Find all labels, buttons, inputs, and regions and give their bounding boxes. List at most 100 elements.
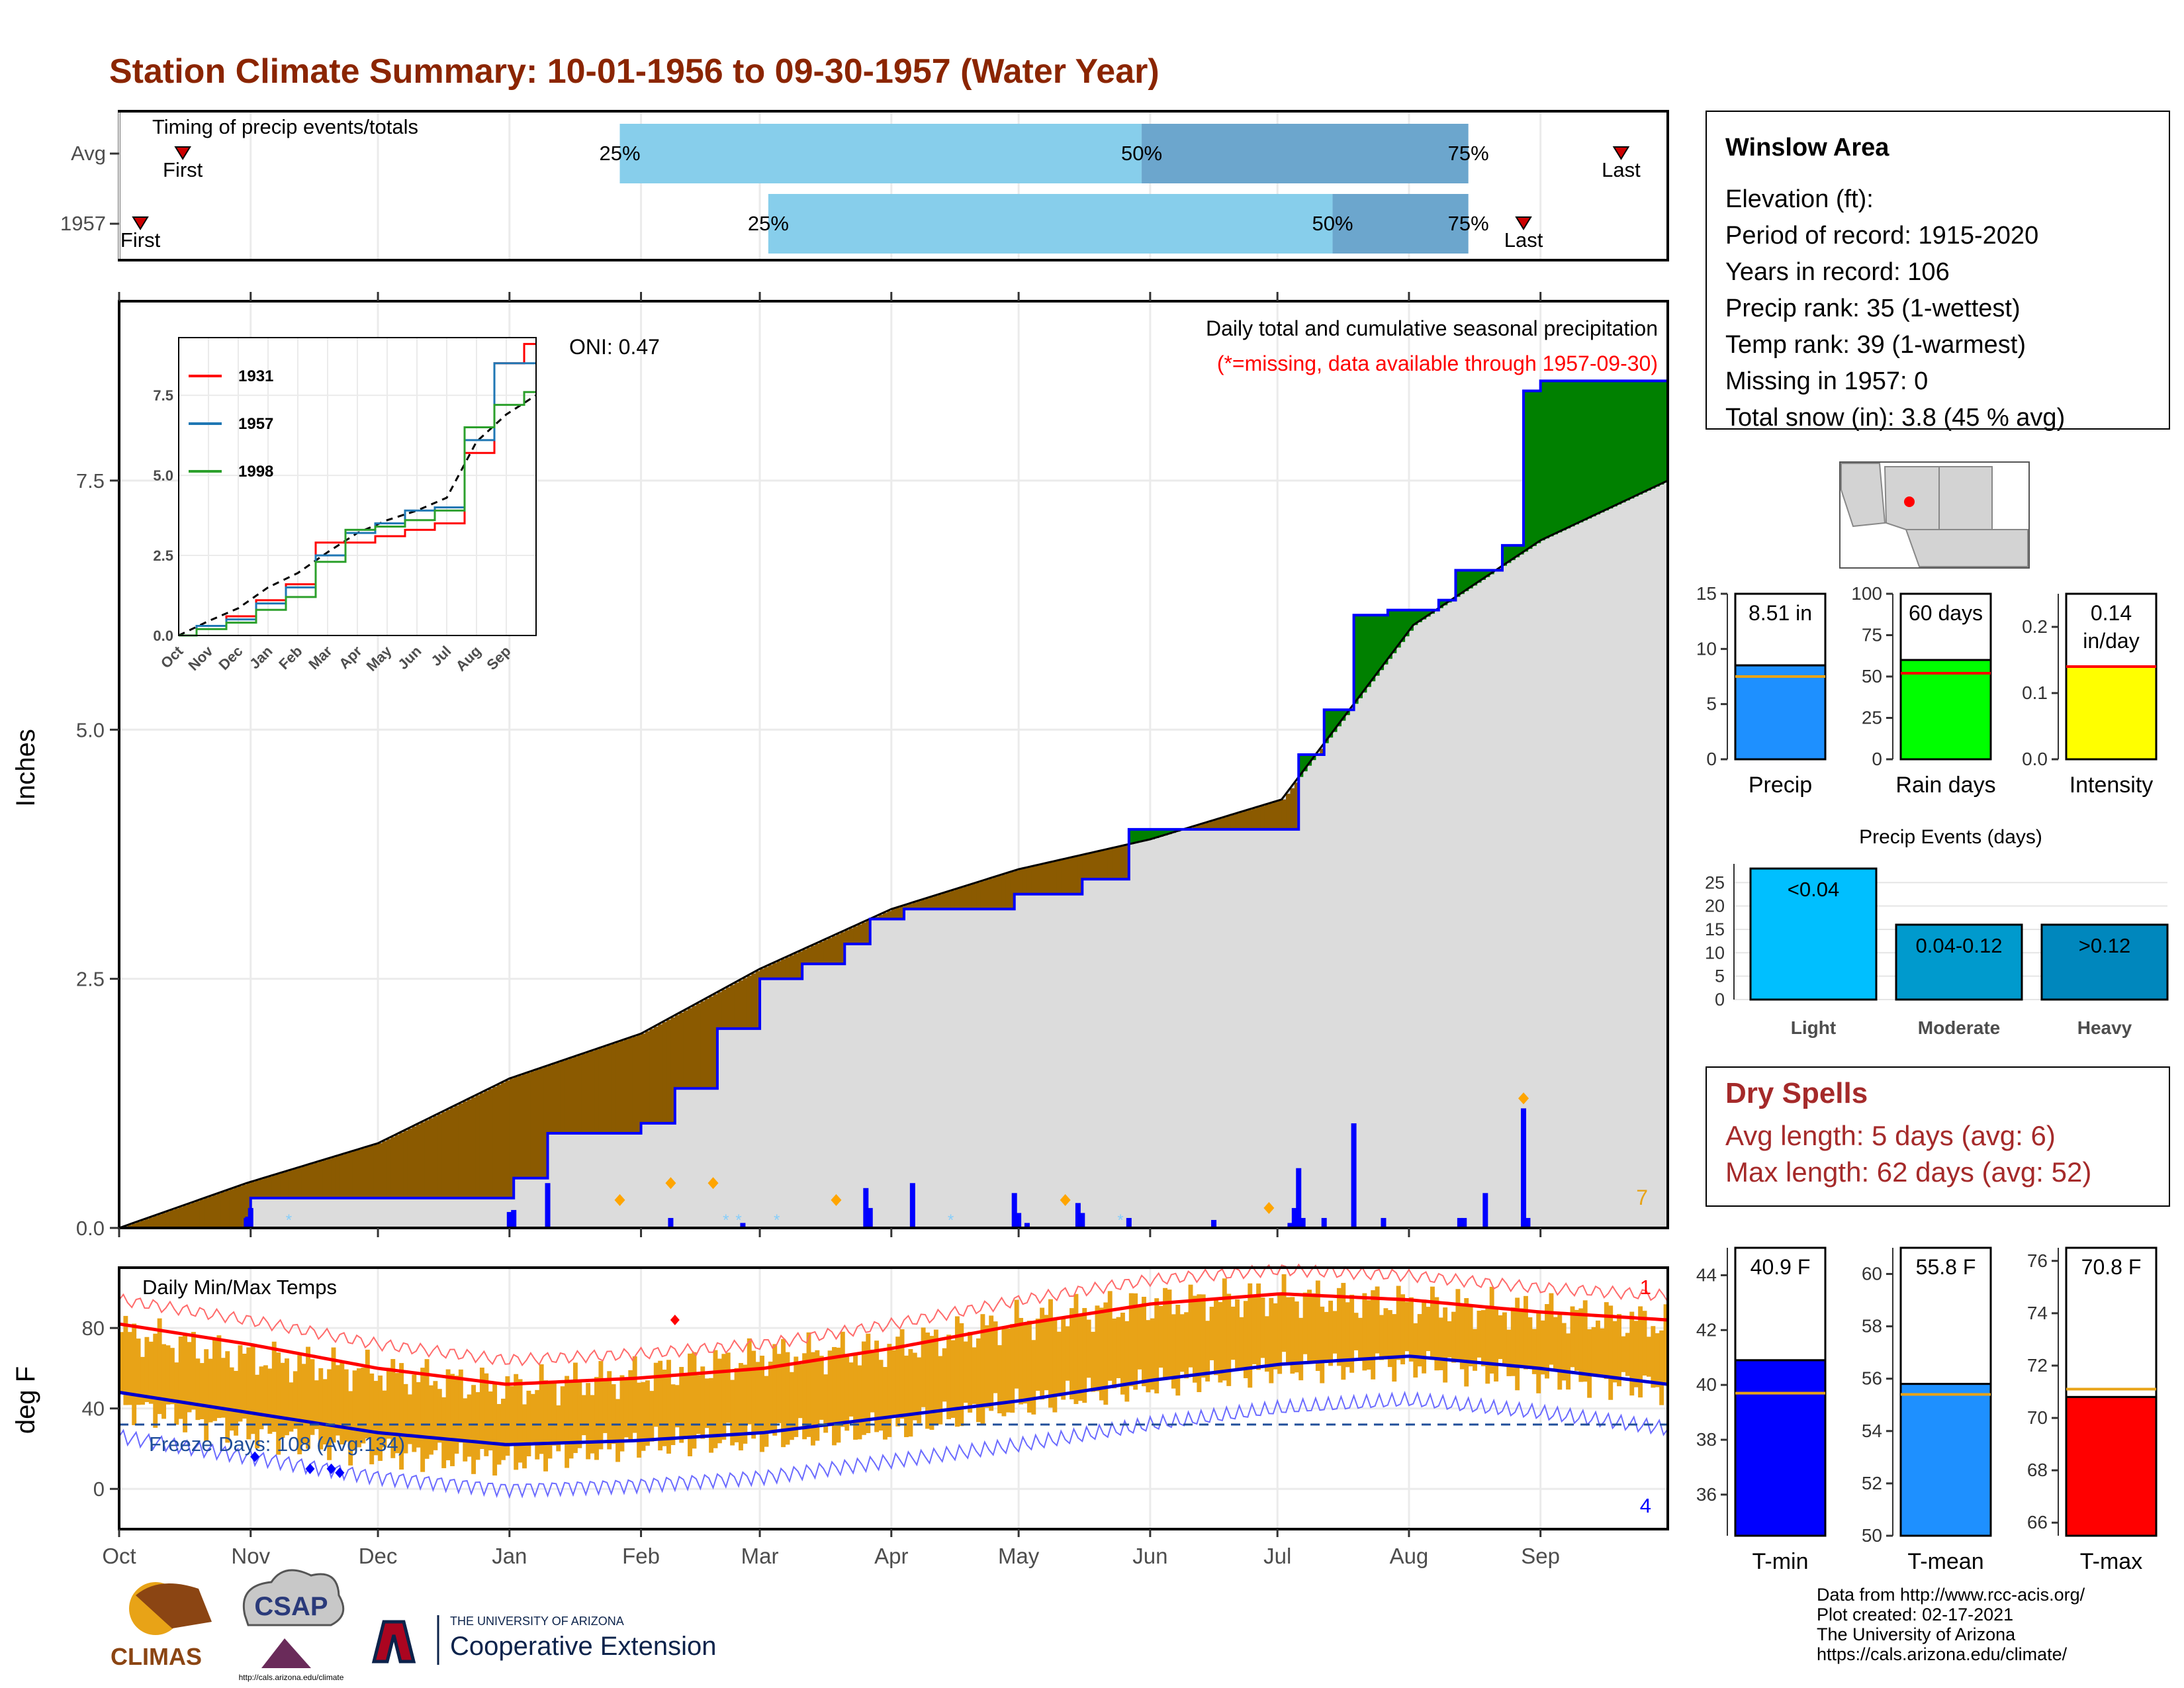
above-normal-segment [1328,710,1334,738]
climas-emblem-shape [136,1583,212,1628]
below-normal-segment [399,1133,404,1198]
below-normal-segment [543,1066,549,1178]
above-normal-segment [1358,615,1363,698]
daily-temp-range-bar [641,1382,646,1451]
mini-bar-label-box [2065,592,2158,668]
daily-temp-range-bar [289,1382,294,1432]
daily-temp-range-bar [1455,1289,1461,1362]
daily-precip-bar [1291,1207,1297,1228]
below-normal-segment [492,1086,498,1198]
daily-temp-range-bar [891,1350,896,1415]
daily-temp-range-bar [857,1365,862,1440]
above-normal-segment [1485,570,1490,577]
daily-temp-range-bar [929,1336,934,1430]
csap-wordmark: CSAP [254,1592,328,1621]
above-normal-segment [1515,545,1520,557]
below-normal-segment [878,915,884,919]
below-normal-segment [861,922,866,944]
above-normal-segment [1625,381,1630,501]
daily-temp-range-bar [1014,1299,1019,1389]
daily-temp-range-bar [1243,1301,1248,1378]
below-normal-segment [739,980,744,1029]
temp-summary-bars: 36 38 40 42 44 40.9 F T-min 50 52 54 56 58 60 55.8 F T… [1696,1246,2158,1574]
below-normal-segment [760,968,765,979]
above-normal-segment [1438,600,1443,608]
mini-bar-label-box [2065,1246,2158,1398]
daily-temp-range-bar [1256,1283,1261,1370]
below-normal-segment [445,1109,451,1198]
daily-temp-range-bar [123,1315,128,1405]
daily-temp-range-bar [204,1349,209,1441]
below-normal-segment [352,1150,357,1198]
daily-temp-range-bar [1205,1321,1210,1382]
below-normal-segment [713,994,718,1089]
daily-temp-range-bar [1336,1288,1342,1366]
daily-temp-range-bar [140,1356,145,1405]
events-bar [1895,923,2023,1001]
daily-temp-range-bar [1540,1320,1545,1375]
events-ytick-label: 15 [1705,919,1725,939]
timing-bar-q50-q75 [1332,194,1469,254]
daily-temp-range-bar [1065,1326,1070,1381]
daily-temp-range-bar [1489,1286,1494,1374]
mini-ytick-label: 38 [1696,1429,1717,1450]
precip-events-chart: 0 5 10 15 20 25 Precip Events (days) <0.04 Light… [1705,826,2169,1038]
daily-temp-range-bar [1286,1297,1291,1365]
below-normal-segment [840,932,845,964]
below-normal-segment [832,936,837,964]
above-normal-segment [1417,610,1422,622]
daily-temp-range-bar [1434,1297,1439,1371]
csap-mountain-icon [261,1638,311,1668]
daily-temp-range-bar [670,1384,676,1446]
below-normal-segment [416,1124,421,1198]
daily-temp-range-bar [183,1335,188,1432]
below-normal-segment [1251,808,1257,829]
avg-tmin-line [118,1354,1668,1446]
event-marker-icon [1060,1194,1071,1206]
daily-temp-range-bar [1150,1318,1155,1390]
daily-temp-range-bar [1294,1301,1299,1373]
mini-ytick-label: 70 [2027,1407,2048,1428]
below-normal-segment [496,1084,502,1198]
station-line: Missing in 1957: 0 [1725,367,1928,395]
below-normal-segment [743,978,748,1029]
daily-temp-range-bar [1621,1336,1626,1372]
above-normal-segment [1332,710,1338,732]
below-normal-segment [386,1139,391,1198]
above-normal-segment [1413,610,1418,626]
daily-temp-range-bar [628,1370,633,1442]
daily-temp-range-bar [1646,1336,1651,1377]
daily-temp-range-bar [488,1391,493,1451]
above-normal-segment [1137,829,1142,843]
daily-temp-range-bar [819,1356,824,1420]
daily-temp-range-bar [1536,1311,1541,1393]
daily-precip-bar [1024,1223,1030,1228]
map-region-newmexico [1938,466,1993,530]
above-normal-segment [1366,615,1371,687]
timing-percentile-label: 50% [1312,212,1353,235]
mini-bar [2065,665,2158,761]
below-normal-segment [369,1145,375,1198]
daily-temp-range-bar [1549,1293,1554,1365]
daily-temp-range-bar [1120,1312,1125,1395]
below-normal-segment [509,1078,514,1198]
above-normal-segment [1128,829,1134,845]
daily-temp-range-bar [463,1398,468,1462]
below-normal-segment [1019,869,1024,894]
climo-cumulative-area [119,480,1668,1228]
above-normal-segment [1646,381,1651,491]
daily-temp-range-bar [959,1323,964,1427]
above-normal-segment [1324,710,1329,743]
mini-ytick-label: 58 [1862,1316,1882,1336]
daily-temp-range-bar [530,1393,535,1442]
daily-temp-range-bar [938,1356,943,1425]
daily-temp-range-bar [823,1374,829,1433]
above-normal-segment [1591,381,1596,517]
below-normal-segment [1056,860,1062,894]
daily-temp-range-bar [700,1366,705,1439]
below-normal-segment [242,1184,247,1228]
daily-temp-range-bar [594,1377,599,1460]
daily-temp-range-bar [984,1325,989,1408]
daily-temp-range-bar [721,1354,727,1440]
mini-ytick-label: 76 [2027,1250,2048,1271]
